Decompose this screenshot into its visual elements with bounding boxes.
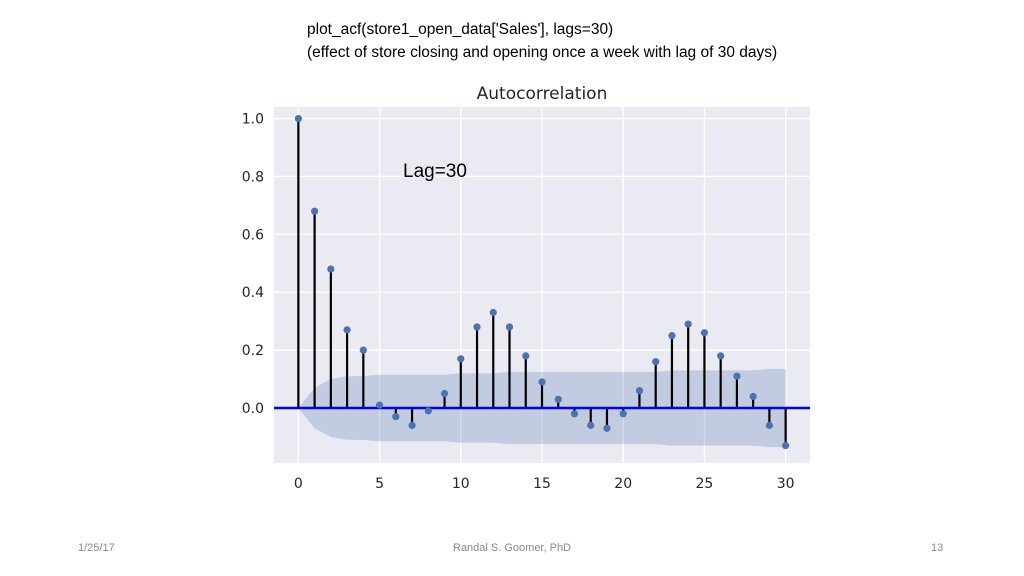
acf-point	[652, 358, 660, 366]
y-tick-label: 0.2	[242, 343, 264, 359]
acf-point	[619, 410, 627, 418]
acf-point	[684, 320, 692, 328]
acf-point	[327, 265, 335, 273]
slide-caption: plot_acf(store1_open_data['Sales'], lags…	[307, 18, 777, 64]
acf-point	[392, 413, 400, 421]
acf-point	[375, 401, 384, 409]
caption-line-2: (effect of store closing and opening onc…	[307, 44, 778, 61]
acf-point	[570, 410, 579, 418]
x-tick-label: 20	[614, 476, 632, 492]
acf-point	[311, 207, 319, 215]
acf-point	[294, 114, 302, 123]
footer-author: Randal S. Goomer, PhD	[453, 542, 572, 554]
caption-line-1: plot_acf(store1_open_data['Sales'], lags…	[307, 21, 614, 38]
y-tick-label: 0.4	[242, 285, 264, 301]
acf-point	[505, 323, 514, 331]
acf-point	[782, 442, 790, 450]
y-tick-label: 0.6	[242, 227, 264, 243]
x-tick-labels: 0 5 10 15 20 25 30	[294, 476, 795, 492]
x-tick-label: 15	[533, 476, 551, 492]
y-tick-labels: 0.0 0.2 0.4 0.6 0.8 1.0	[242, 112, 264, 417]
x-tick-label: 25	[696, 476, 714, 492]
footer-page-number: 13	[931, 542, 944, 554]
acf-markers	[294, 114, 790, 450]
acf-point	[717, 352, 725, 360]
acf-point	[473, 323, 481, 331]
acf-point	[408, 421, 416, 429]
footer-date: 1/25/17	[78, 542, 115, 554]
acf-point	[440, 389, 449, 398]
x-tick-label: 5	[375, 476, 384, 492]
acf-point	[700, 329, 709, 337]
acf-point	[765, 421, 773, 429]
lag-annotation: Lag=30	[403, 161, 467, 182]
acf-point	[749, 392, 757, 401]
y-tick-label: 0.8	[242, 169, 264, 185]
acf-point	[668, 332, 676, 340]
acf-point	[457, 355, 465, 363]
acf-point	[603, 424, 611, 432]
acf-point	[343, 326, 351, 334]
acf-point	[554, 395, 562, 403]
acf-point	[635, 387, 644, 395]
y-tick-label: 0.0	[242, 401, 264, 417]
acf-point	[359, 346, 367, 354]
y-tick-label: 1.0	[242, 112, 264, 128]
acf-point	[424, 407, 432, 415]
x-tick-label: 30	[777, 476, 795, 492]
acf-point	[522, 352, 530, 360]
x-tick-label: 10	[452, 476, 470, 492]
acf-point	[733, 372, 741, 380]
acf-point	[538, 378, 546, 386]
chart-title: Autocorrelation	[477, 84, 608, 104]
x-tick-label: 0	[294, 476, 303, 492]
acf-point	[587, 421, 595, 429]
acf-point	[489, 308, 497, 317]
